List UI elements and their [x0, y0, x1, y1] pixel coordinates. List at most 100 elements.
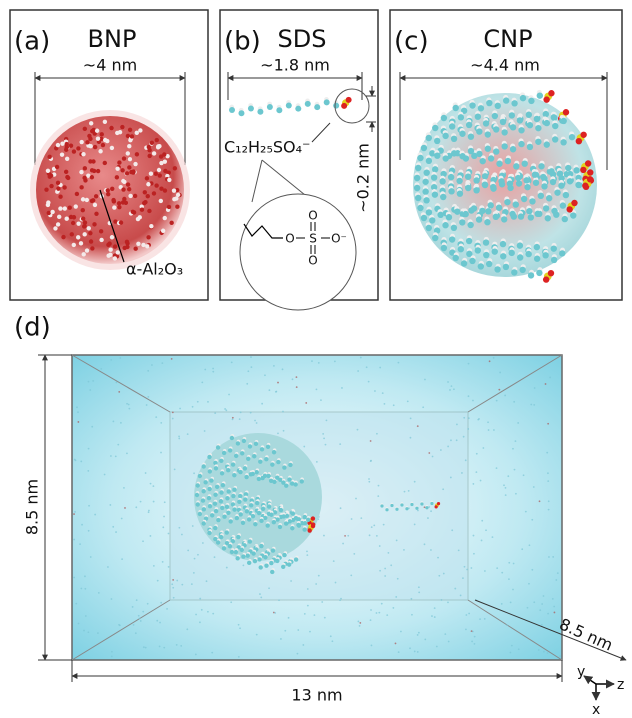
atom: [167, 205, 171, 209]
atom: [582, 183, 588, 189]
atom: [441, 115, 447, 121]
water: [94, 514, 96, 516]
atom: [103, 138, 107, 142]
water: [264, 374, 266, 376]
water: [181, 584, 183, 586]
atom: [563, 192, 569, 198]
panel-label: (b): [224, 27, 261, 57]
water: [139, 617, 141, 619]
atom: [247, 517, 251, 521]
atom: [476, 151, 482, 157]
atom: [485, 131, 491, 137]
atom: [527, 122, 533, 128]
atom: [513, 201, 519, 207]
atom: [467, 222, 473, 228]
atom: [538, 193, 544, 199]
water: [323, 438, 325, 440]
water: [284, 630, 286, 632]
atom: [253, 559, 257, 563]
water: [199, 598, 201, 600]
water: [246, 383, 248, 385]
atom: [458, 246, 464, 252]
water: [171, 583, 173, 585]
atom: [110, 235, 114, 239]
atom: [465, 174, 471, 180]
water: [456, 424, 458, 426]
atom: [213, 461, 217, 465]
water: [465, 614, 467, 616]
water: [528, 583, 530, 585]
water: [306, 554, 308, 556]
water: [112, 421, 114, 423]
water: [191, 583, 193, 585]
atom: [103, 120, 107, 124]
atom: [198, 474, 202, 478]
atom: [50, 210, 54, 214]
water: [397, 578, 399, 580]
atom: [115, 166, 119, 170]
atom: [213, 493, 217, 497]
water: [355, 498, 357, 500]
atom: [196, 483, 200, 487]
atom: [575, 182, 581, 188]
atom: [546, 195, 552, 201]
atom: [219, 490, 223, 494]
water: [311, 360, 313, 362]
atom: [232, 473, 236, 477]
atom: [103, 161, 107, 165]
atom: [152, 191, 156, 195]
water: [460, 595, 462, 597]
water: [539, 500, 541, 502]
atom: [201, 489, 205, 493]
atom: [110, 146, 114, 150]
atom: [503, 97, 509, 103]
atom: [135, 152, 139, 156]
water: [73, 577, 75, 579]
atom: [281, 565, 285, 569]
atom: [147, 145, 151, 149]
water: [377, 495, 379, 497]
atom: [127, 165, 131, 169]
water: [194, 558, 196, 560]
water: [303, 446, 305, 448]
atom: [133, 247, 137, 251]
water: [481, 540, 483, 542]
panel-label: (a): [14, 27, 50, 57]
water: [297, 629, 299, 631]
water: [192, 406, 194, 408]
atom: [136, 242, 140, 246]
atom: [243, 497, 247, 501]
atom: [462, 211, 468, 217]
water: [73, 539, 75, 541]
atom: [207, 455, 211, 459]
water: [484, 570, 486, 572]
axis-arrow: [584, 676, 596, 684]
atom: [426, 225, 432, 231]
atom: [543, 276, 549, 282]
atom: [509, 250, 515, 256]
atom: [110, 187, 114, 191]
atom: [133, 162, 137, 166]
atom: [294, 557, 298, 561]
atom: [523, 177, 529, 183]
water: [206, 580, 208, 582]
water: [418, 586, 420, 588]
atom: [528, 214, 534, 220]
atom: [46, 203, 50, 207]
atom: [198, 512, 202, 516]
water: [480, 480, 482, 482]
atom: [537, 92, 543, 98]
atom: [83, 166, 87, 170]
atom: [492, 248, 498, 254]
atom: [534, 244, 540, 250]
water: [410, 598, 412, 600]
atom: [548, 270, 554, 276]
atom: [71, 221, 75, 225]
atom: [429, 217, 435, 223]
atom: [261, 507, 265, 511]
water: [407, 400, 409, 402]
atom: [259, 565, 263, 569]
water: [126, 403, 128, 405]
water: [545, 383, 547, 385]
atom: [440, 194, 446, 200]
